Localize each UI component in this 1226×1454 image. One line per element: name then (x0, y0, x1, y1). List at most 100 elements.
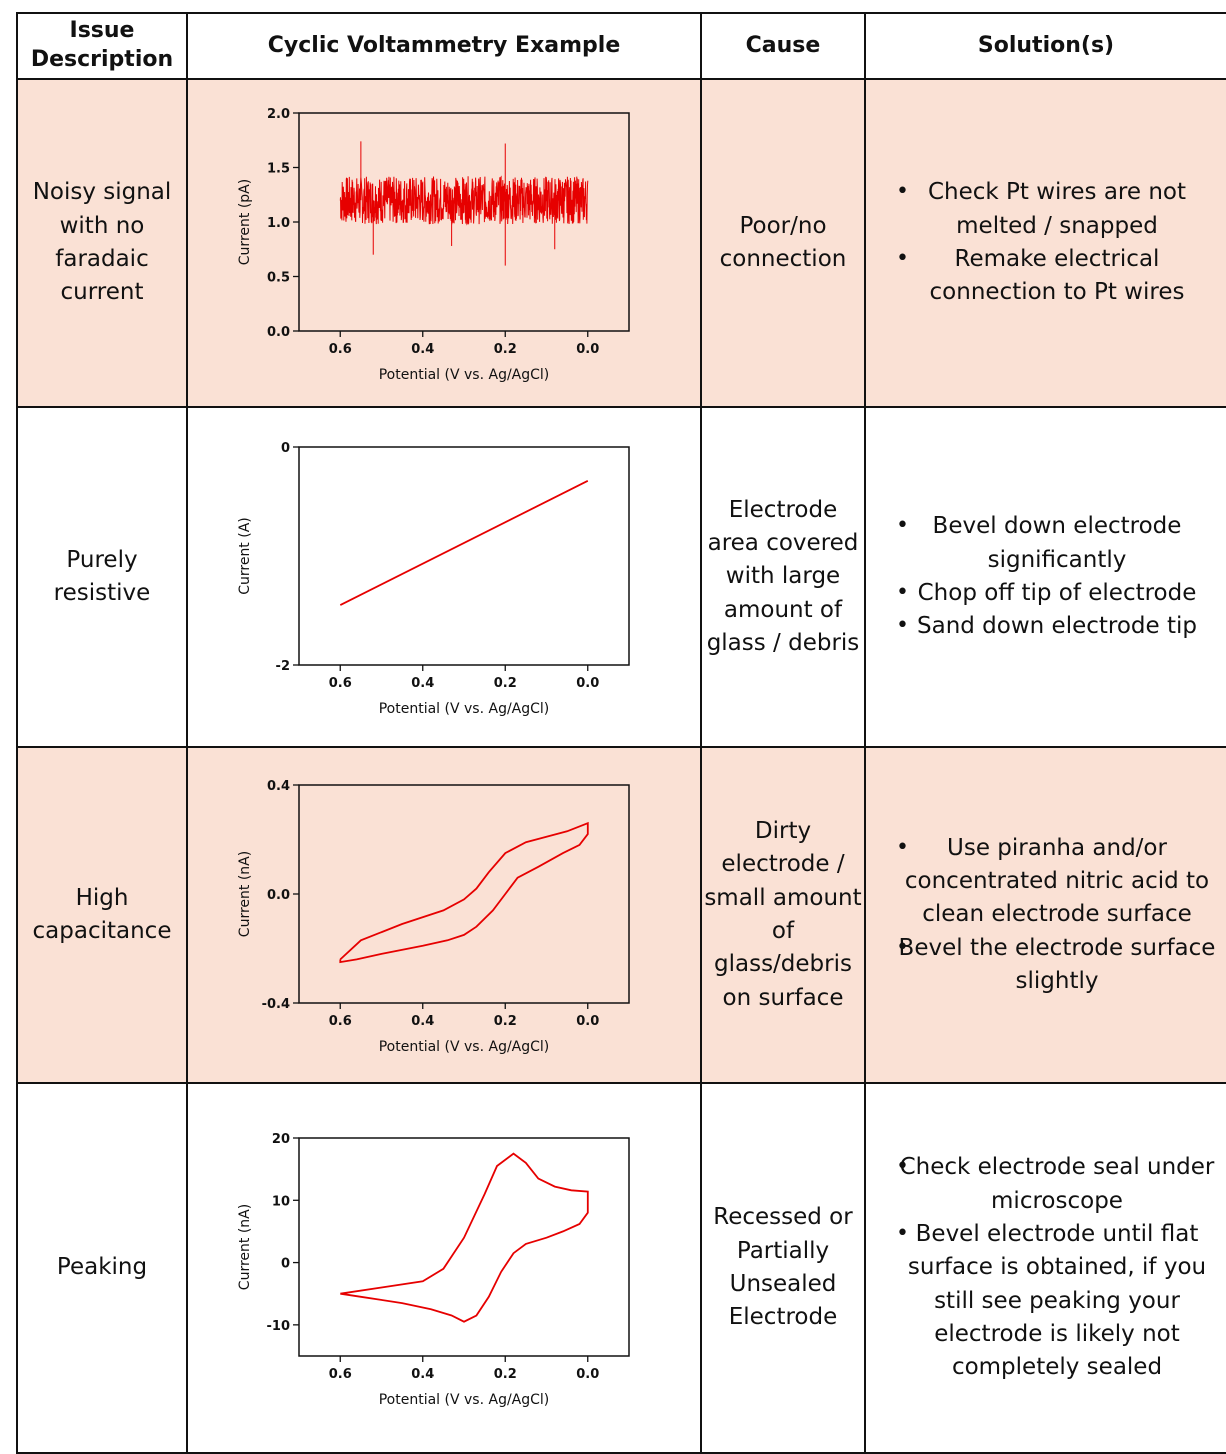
cv-example-cell: 0.6 0.4 0.2 0.0 0.4 0.0 -0.4 Potential (V vs. A… (186, 746, 702, 1084)
solution-item: • Chop off tip of electrode (866, 577, 1226, 610)
y-tick-label: 0 (281, 1257, 290, 1272)
solution-text: Check Pt wires are not melted / snapped (927, 179, 1187, 239)
cv-plot-peaking: 0.6 0.4 0.2 0.0 20 10 0 -10 Potential (V vs. Ag/… (237, 1132, 630, 1408)
x-tick-label: 0.2 (494, 1014, 517, 1029)
y-axis-label: Current (A) (237, 517, 253, 595)
bullet-icon: • (896, 513, 909, 539)
solution-text: Bevel the electrode surface slightly (898, 934, 1216, 995)
y-tick-label: 1.5 (267, 162, 290, 177)
y-tick-label: -2 (276, 659, 290, 674)
x-tick-label: 0.4 (411, 342, 434, 357)
bullet-icon: • (896, 934, 909, 960)
bullet-icon: • (896, 580, 909, 605)
cv-trace (339, 479, 589, 606)
solution-text: Check electrode seal under microscope (899, 1154, 1215, 1214)
x-tick-label: 0.2 (494, 342, 517, 357)
issue-description: Peaking (16, 1082, 188, 1454)
x-tick-label: 0.0 (576, 676, 599, 691)
solution-list-cell: • Use piranha and/or concentrated nitric … (864, 746, 1226, 1084)
y-tick-label: -0.4 (262, 997, 290, 1012)
solution-list: • Check electrode seal under microscope •… (866, 1151, 1226, 1384)
y-axis-label: Current (pA) (237, 179, 253, 265)
plot-frame (298, 446, 630, 666)
cv-plot-noisy-signal: 0.6 0.4 0.2 0.0 2.0 1.5 1.0 0.5 0.0 Potential (V … (237, 107, 630, 383)
bullet-icon: • (896, 834, 909, 860)
header-cv-example: Cyclic Voltammetry Example (186, 12, 702, 80)
y-axis-label: Current (nA) (237, 1204, 253, 1290)
header-solutions: Solution(s) (864, 12, 1226, 80)
cv-example-cell: 0.6 0.4 0.2 0.0 0 -2 Potential (V vs. Ag/AgCl)… (186, 406, 702, 748)
x-tick-label: 0.6 (329, 676, 352, 691)
solution-list: • Use piranha and/or concentrated nitric … (866, 832, 1226, 999)
y-tick-label: 0.0 (267, 325, 290, 340)
cause: Recessed or Partially Unsealed Electrode (700, 1082, 866, 1454)
table-row: Noisy signal with no faradaic current 0.… (16, 78, 1226, 408)
solution-item: • Use piranha and/or concentrated nitric … (866, 832, 1226, 932)
plot-frame (298, 1137, 630, 1357)
bullet-icon: • (896, 613, 909, 639)
solution-list-cell: • Bevel down electrode significantly • Cho… (864, 406, 1226, 748)
cause: Dirty electrode / small amount of glass/… (700, 746, 866, 1084)
header-issue-description: Issue Description (16, 12, 188, 80)
x-tick-label: 0.0 (576, 342, 599, 357)
x-tick-label: 0.4 (411, 676, 434, 691)
issue-description: Noisy signal with no faradaic current (16, 78, 188, 408)
cv-trace (340, 1152, 589, 1323)
solution-item: • Bevel down electrode significantly (866, 510, 1226, 577)
plot-frame (298, 784, 630, 1004)
solution-list-cell: • Check Pt wires are not melted / snapped… (864, 78, 1226, 408)
solution-item: • Bevel the electrode surface slightly (866, 932, 1226, 999)
y-tick-label: 0.5 (267, 271, 290, 286)
cv-example-cell: 0.6 0.4 0.2 0.0 20 10 0 -10 Potential (V vs. Ag/… (186, 1082, 702, 1454)
y-tick-label: 2.0 (267, 107, 290, 122)
x-tick-label: 0.6 (329, 1367, 352, 1382)
table-row: Purely resistive 0.6 0.4 0.2 0.0 0 -2 Potentia… (16, 406, 1226, 748)
solution-item: • Bevel electrode until flat surface is o… (866, 1218, 1226, 1385)
y-axis-label: Current (nA) (237, 851, 253, 937)
solution-item: • Check Pt wires are not melted / snapped (866, 176, 1226, 243)
y-tick-label: 10 (272, 1194, 290, 1209)
solution-item: • Sand down electrode tip (866, 610, 1226, 643)
solution-item: • Remake electrical connection to Pt wire… (866, 243, 1226, 310)
x-tick-label: 0.4 (411, 1367, 434, 1382)
bullet-icon: • (896, 179, 909, 205)
x-axis-label: Potential (V vs. Ag/AgCl) (379, 367, 550, 383)
x-tick-label: 0.6 (329, 342, 352, 357)
x-tick-label: 0.2 (494, 1367, 517, 1382)
cv-trace (339, 821, 589, 964)
x-tick-label: 0.4 (411, 1014, 434, 1029)
y-tick-label: 0.0 (267, 888, 290, 903)
table-row: High capacitance 0.6 0.4 0.2 0.0 0.4 0.0 -0.4 P… (16, 746, 1226, 1084)
header-cause: Cause (700, 12, 866, 80)
solution-text: Bevel down electrode significantly (932, 513, 1182, 573)
x-tick-label: 0.0 (576, 1014, 599, 1029)
solution-item: • Check electrode seal under microscope (866, 1151, 1226, 1218)
cv-example-cell: 0.6 0.4 0.2 0.0 2.0 1.5 1.0 0.5 0.0 Potential (V … (186, 78, 702, 408)
x-tick-label: 0.0 (576, 1367, 599, 1382)
y-tick-label: 1.0 (267, 216, 290, 231)
solution-list: • Check Pt wires are not melted / snapped… (866, 176, 1226, 309)
issue-description: Purely resistive (16, 406, 188, 748)
bullet-icon: • (896, 1220, 909, 1246)
x-axis-label: Potential (V vs. Ag/AgCl) (379, 1039, 550, 1055)
cv-plot-high-capacitance: 0.6 0.4 0.2 0.0 0.4 0.0 -0.4 Potential (V vs. A… (237, 779, 630, 1055)
x-axis-label: Potential (V vs. Ag/AgCl) (379, 1392, 550, 1408)
cause: Poor/no connection (700, 78, 866, 408)
solution-list-cell: • Check electrode seal under microscope •… (864, 1082, 1226, 1454)
y-tick-label: -10 (267, 1319, 291, 1334)
bullet-icon: • (896, 246, 909, 271)
header-row: Issue Description Cyclic Voltammetry Exa… (16, 12, 1226, 80)
troubleshooting-table: Issue Description Cyclic Voltammetry Exa… (16, 12, 1226, 1454)
x-tick-label: 0.2 (494, 676, 517, 691)
solution-text: Remake electrical connection to Pt wires (929, 246, 1185, 306)
y-tick-label: 20 (272, 1132, 290, 1147)
issue-description: High capacitance (16, 746, 188, 1084)
y-tick-label: 0.4 (267, 779, 290, 794)
solution-text: Use piranha and/or concentrated nitric a… (904, 834, 1210, 928)
solution-text: Bevel electrode until flat surface is ob… (907, 1220, 1207, 1381)
x-axis-label: Potential (V vs. Ag/AgCl) (379, 701, 550, 717)
bullet-icon: • (896, 1154, 909, 1180)
solution-text: Chop off tip of electrode (917, 580, 1197, 606)
cv-plot-purely-resistive: 0.6 0.4 0.2 0.0 0 -2 Potential (V vs. Ag/AgCl)… (237, 441, 630, 717)
x-tick-label: 0.6 (329, 1014, 352, 1029)
